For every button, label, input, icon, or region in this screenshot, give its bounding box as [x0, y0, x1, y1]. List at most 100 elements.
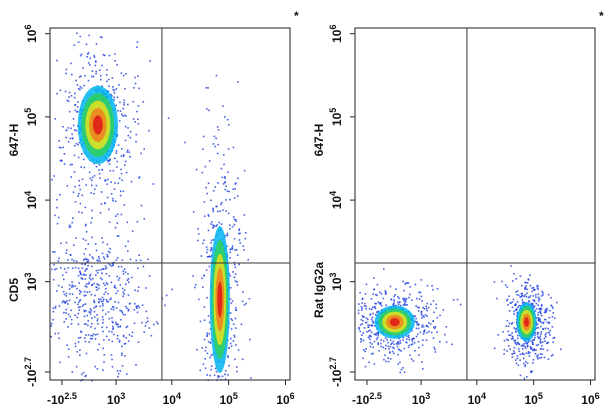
event-dot — [137, 290, 139, 292]
event-dot — [133, 87, 135, 89]
event-dot — [83, 323, 86, 325]
event-dot — [138, 176, 141, 178]
event-dot — [203, 338, 206, 341]
event-dot — [144, 325, 147, 327]
event-dot — [227, 355, 229, 357]
event-dot — [126, 325, 129, 328]
event-dot — [234, 317, 237, 320]
event-dot — [214, 186, 217, 188]
event-dot — [62, 126, 64, 128]
event-dot — [529, 295, 532, 297]
event-dot — [101, 252, 104, 255]
event-dot — [237, 81, 239, 83]
event-dot — [83, 290, 86, 293]
event-dot — [117, 334, 119, 337]
event-dot — [206, 108, 208, 110]
event-dot — [123, 343, 126, 345]
event-dot — [516, 293, 518, 296]
event-dot — [93, 55, 95, 57]
event-dot — [542, 322, 544, 325]
event-dot — [240, 323, 243, 326]
event-dot — [127, 134, 130, 137]
event-dot — [127, 103, 129, 106]
event-dot — [123, 204, 126, 206]
event-dot — [70, 286, 73, 288]
event-dot — [87, 79, 90, 82]
event-dot — [91, 236, 93, 239]
tick-base: -10 — [330, 369, 344, 387]
event-dot — [357, 312, 360, 315]
event-dot — [53, 263, 55, 266]
event-dot — [93, 310, 96, 313]
event-dot — [53, 175, 55, 177]
tick-base: 10 — [25, 277, 39, 291]
event-dot — [60, 159, 62, 161]
event-dot — [85, 283, 88, 285]
event-dot — [87, 260, 90, 263]
event-dot — [238, 239, 241, 241]
event-dot — [513, 310, 515, 313]
event-dot — [226, 245, 228, 247]
event-dot — [533, 299, 536, 302]
event-dot — [70, 95, 73, 97]
event-dot — [520, 344, 523, 347]
event-dot — [203, 274, 205, 277]
event-dot — [50, 325, 52, 327]
event-dot — [65, 129, 68, 132]
event-dot — [210, 248, 213, 250]
event-dot — [523, 357, 525, 360]
event-dot — [397, 353, 399, 356]
event-dot — [547, 331, 550, 334]
event-dot — [87, 51, 90, 54]
event-dot — [164, 304, 166, 307]
event-dot — [121, 148, 123, 150]
event-dot — [114, 53, 116, 55]
event-dot — [236, 281, 238, 283]
event-dot — [125, 73, 127, 75]
event-dot — [382, 346, 385, 349]
event-dot — [96, 314, 98, 316]
event-dot — [539, 342, 542, 344]
event-dot — [515, 308, 518, 310]
event-dot — [375, 302, 377, 305]
event-dot — [359, 291, 361, 294]
event-dot — [404, 283, 406, 285]
tick-base: -10 — [352, 393, 370, 407]
event-dot — [551, 326, 554, 328]
event-dot — [226, 234, 228, 237]
event-dot — [99, 212, 102, 214]
event-dot — [87, 334, 90, 336]
event-dot — [104, 284, 106, 287]
event-dot — [497, 334, 499, 336]
event-dot — [66, 300, 68, 302]
event-dot — [122, 190, 125, 193]
event-dot — [83, 337, 86, 339]
event-dot — [54, 214, 56, 217]
event-dot — [233, 197, 236, 199]
event-dot — [101, 237, 103, 239]
event-dot — [217, 182, 219, 184]
event-dot — [67, 127, 70, 129]
event-dot — [421, 344, 424, 347]
event-dot — [112, 327, 115, 329]
event-dot — [93, 192, 95, 195]
event-dot — [233, 336, 236, 338]
event-dot — [431, 285, 433, 287]
event-dot — [88, 281, 91, 284]
event-dot — [58, 257, 60, 260]
event-dot — [101, 64, 103, 67]
tick-power: 3 — [120, 391, 125, 401]
event-dot — [545, 342, 548, 345]
event-dot — [84, 285, 87, 287]
event-dot — [426, 284, 429, 287]
event-dot — [231, 225, 234, 228]
event-dot — [538, 308, 540, 310]
event-dot — [65, 312, 67, 314]
event-dot — [76, 287, 78, 290]
event-dot — [98, 172, 101, 175]
event-dot — [92, 257, 95, 260]
event-dot — [128, 151, 130, 153]
event-dot — [525, 352, 528, 354]
event-dot — [106, 243, 109, 246]
event-dot — [77, 267, 80, 270]
